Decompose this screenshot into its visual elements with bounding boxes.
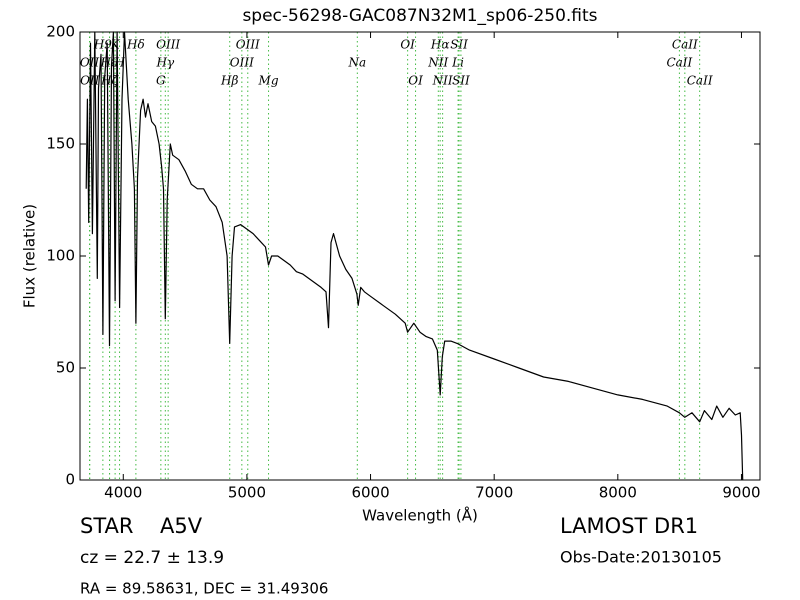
y-tick-label: 200 [46, 23, 75, 41]
spectral-line-label: Na [347, 56, 366, 70]
y-tick-label: 50 [56, 359, 75, 377]
spectral-line-label: OI [400, 38, 415, 52]
object-subclass: A5V [160, 514, 203, 538]
x-tick-label: 9000 [722, 484, 760, 502]
spectral-line-label: SII [450, 38, 468, 52]
x-tick-label: 4000 [104, 484, 142, 502]
spectral-line-label: OIII [230, 56, 254, 70]
spectral-line-label: NII [432, 74, 453, 88]
y-tick-label: 100 [46, 247, 75, 265]
spectrum-line [85, 31, 744, 481]
x-tick-label: 5000 [228, 484, 266, 502]
y-axis-label: Flux (relative) [21, 204, 39, 308]
x-axis-label: Wavelength (Å) [362, 506, 478, 525]
spectral-line-label: Mg [258, 74, 279, 88]
spectral-line-label: Hδ [126, 38, 145, 52]
spectral-line-label: Hβ [220, 74, 238, 88]
spectral-line-label: CaII [666, 56, 692, 70]
spectral-line-label: CaII [687, 74, 713, 88]
spectral-line-label: OIII [156, 38, 180, 52]
spectral-line-label: OI [408, 74, 423, 88]
chart-title: spec-56298-GAC087N32M1_sp06-250.fits [242, 6, 597, 26]
spectral-line-label: Hα [430, 38, 450, 52]
obs-date: Obs-Date:20130105 [560, 548, 722, 567]
spectral-line-label: CaII [672, 38, 698, 52]
redshift: cz = 22.7 ± 13.9 [80, 548, 224, 568]
spectral-line-label: Hγ [155, 56, 174, 70]
y-tick-label: 150 [46, 135, 75, 153]
spectral-line-label: OIII [236, 38, 260, 52]
coordinates: RA = 89.58631, DEC = 31.49306 [80, 580, 328, 598]
spectral-line-label: NII [427, 56, 448, 70]
x-tick-label: 7000 [475, 484, 513, 502]
spectral-line-label: K [110, 38, 121, 52]
spectral-line-label: Li [451, 56, 464, 70]
x-tick-label: 6000 [351, 484, 389, 502]
survey: LAMOST DR1 [560, 514, 698, 538]
x-tick-label: 8000 [599, 484, 637, 502]
object-class: STAR [80, 514, 133, 538]
spectral-line-label: OII [80, 56, 100, 70]
spectral-line-label: SII [452, 74, 470, 88]
y-tick-label: 0 [65, 471, 75, 489]
spectral-line-label: H9 [93, 38, 112, 52]
spectral-line-label: G [156, 74, 166, 88]
